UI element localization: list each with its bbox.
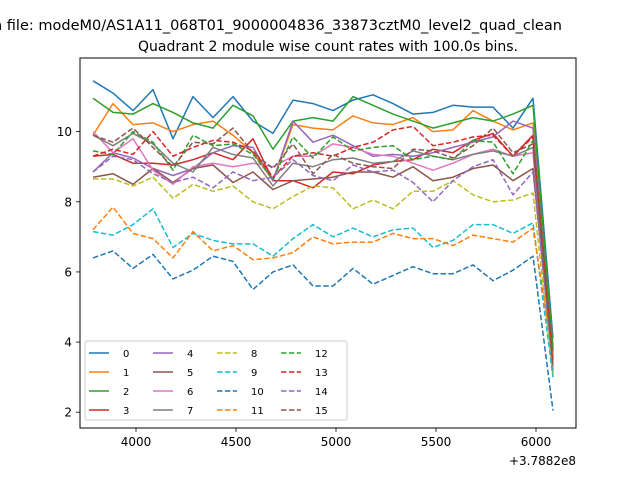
x-tick-label: 4500 — [221, 435, 252, 449]
x-tick-label: 6000 — [521, 435, 552, 449]
series-line-14 — [92, 155, 554, 367]
legend-label-6: 6 — [187, 387, 193, 398]
legend-label-0: 0 — [123, 349, 129, 360]
legend-label-11: 11 — [251, 406, 264, 417]
y-tick-label: 8 — [64, 195, 72, 209]
x-axis-offset-label: +3.7882e8 — [509, 454, 576, 468]
legend-label-3: 3 — [123, 406, 129, 417]
series-line-9 — [92, 208, 554, 378]
legend-label-14: 14 — [315, 387, 328, 398]
y-tick-label: 4 — [64, 336, 72, 350]
legend-label-4: 4 — [187, 349, 193, 360]
series-line-2 — [92, 95, 554, 350]
chart-title: Quadrant 2 module wise count rates with … — [138, 39, 518, 55]
plot-frame — [79, 57, 577, 429]
series-line-11 — [92, 206, 554, 357]
series-line-13 — [92, 125, 554, 364]
legend-label-13: 13 — [315, 368, 328, 379]
series-layer — [92, 80, 554, 411]
series-line-1 — [92, 102, 554, 346]
x-tick-label: 5000 — [321, 435, 352, 449]
series-line-3 — [92, 132, 554, 357]
legend-label-15: 15 — [315, 406, 328, 417]
legend-label-12: 12 — [315, 349, 328, 360]
legend-label-10: 10 — [251, 387, 264, 398]
series-line-15 — [92, 127, 554, 367]
legend-frame — [84, 340, 348, 421]
y-tick-label: 6 — [64, 265, 72, 279]
series-line-8 — [93, 176, 554, 378]
legend-label-2: 2 — [123, 387, 129, 398]
x-tick-label: 4000 — [121, 435, 152, 449]
x-tick-label: 5500 — [421, 435, 452, 449]
y-tick-label: 10 — [57, 125, 72, 139]
legend-label-5: 5 — [187, 368, 193, 379]
legend-label-1: 1 — [123, 368, 129, 379]
y-axis: 2 4 6 8 10 — [57, 125, 80, 420]
x-axis: 4000 4500 5000 5500 6000 — [121, 428, 552, 449]
legend-label-7: 7 — [187, 406, 193, 417]
legend-label-9: 9 — [251, 368, 257, 379]
plot-area — [79, 57, 577, 429]
series-line-10 — [92, 250, 554, 411]
figure-suptitle: n file: modeM0/AS1A11_068T01_9000004836_… — [0, 18, 562, 34]
legend-label-8: 8 — [251, 349, 257, 360]
y-tick-label: 2 — [64, 406, 72, 420]
series-line-12 — [92, 130, 554, 351]
